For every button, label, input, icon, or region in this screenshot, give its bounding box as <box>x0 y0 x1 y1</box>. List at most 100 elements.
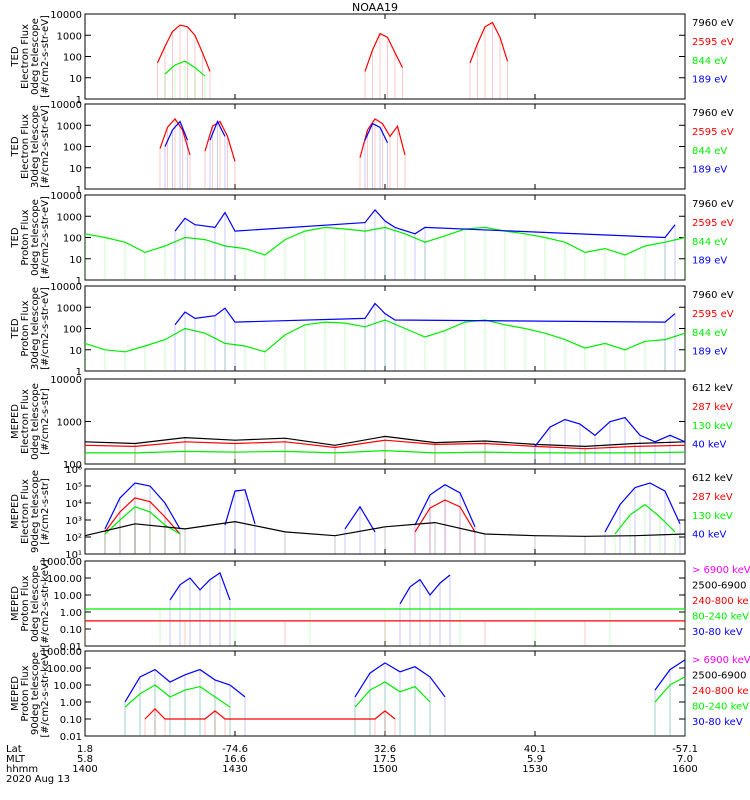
y-axis-label: Electron Flux <box>20 24 31 89</box>
legend-entry: 7960 eV <box>692 108 734 119</box>
y-tick-label: 100.00 <box>47 574 82 585</box>
x-tick-label: 5.9 <box>527 754 543 765</box>
y-tick-label: 10000 <box>50 375 82 386</box>
legend-entry: 844 eV <box>692 328 727 339</box>
legend-entry: 130 keV <box>692 511 733 522</box>
series-line <box>84 520 686 537</box>
y-axis-label: Proton Flux <box>20 665 31 721</box>
y-axis-label: [#/cm2-s-str-eV] <box>40 105 51 188</box>
legend-entry: 30-80 keV <box>692 627 743 638</box>
y-tick-label: 0.10 <box>60 625 82 636</box>
legend-entry: 130 keV <box>692 421 733 432</box>
series-line <box>364 32 404 72</box>
y-tick-label: 0.10 <box>60 715 82 726</box>
x-tick-label: 5.8 <box>77 754 93 765</box>
y-axis-label: 30deg telescope <box>30 105 41 188</box>
y-axis-label: 0deg telescope <box>30 565 41 642</box>
series-line <box>204 120 236 162</box>
y-tick-label: 100 <box>63 460 82 471</box>
legend-entry: 2500-6900 <box>692 670 747 681</box>
y-axis-label: TED <box>10 136 21 157</box>
x-tick-label: 1400 <box>72 764 97 775</box>
legend-entry: 2595 eV <box>692 37 734 48</box>
y-tick-label: 1000 <box>57 121 82 132</box>
x-tick-label: -57.1 <box>672 744 698 755</box>
series-line <box>124 684 231 708</box>
y-tick-label: 0.01 <box>60 642 82 653</box>
y-axis-label: Proton Flux <box>20 209 31 265</box>
series-line <box>84 226 686 256</box>
series-line <box>224 489 256 526</box>
legend-entry: 240-800 ke <box>692 686 749 697</box>
legend-entry: 40 keV <box>692 530 726 541</box>
series-line <box>144 707 396 720</box>
x-tick-label: 16.6 <box>224 754 246 765</box>
legend-entry: 40 keV <box>692 440 726 451</box>
y-tick-label: 10¹ <box>65 550 82 561</box>
series-line <box>209 120 226 141</box>
y-tick-label: 1000.00 <box>41 647 82 658</box>
y-axis-label: [#/cm2-s-str-eV] <box>40 15 51 98</box>
legend-entry: 844 eV <box>692 56 727 67</box>
series-line <box>164 120 189 147</box>
y-tick-label: 1.00 <box>60 698 82 709</box>
legend-entry: 2595 eV <box>692 309 734 320</box>
series-line <box>414 499 476 533</box>
series-line <box>469 21 509 64</box>
y-axis-label: TED <box>10 318 21 339</box>
legend-entry: 189 eV <box>692 256 727 267</box>
y-axis-label: 30deg telescope <box>30 287 41 370</box>
y-axis-label: Electron Flux <box>20 114 31 179</box>
y-axis-label: [#/cm2-s-str-keV] <box>40 649 51 737</box>
legend-entry: 2595 eV <box>692 218 734 229</box>
series-line <box>84 439 686 450</box>
x-tick-label: 1500 <box>372 764 397 775</box>
legend-entry: 2500-6900 <box>692 580 747 591</box>
y-axis-label: MEPED <box>10 404 21 439</box>
y-axis-label: Proton Flux <box>20 300 31 356</box>
y-axis-label: MEPED <box>10 494 21 529</box>
series-line <box>85 449 686 454</box>
y-tick-label: 100 <box>63 53 82 64</box>
y-axis-label: TED <box>10 227 21 248</box>
y-axis-label: Electron Flux <box>20 479 31 544</box>
series-line <box>654 676 686 703</box>
series-line <box>104 497 181 535</box>
legend-entry: 7960 eV <box>692 18 734 29</box>
x-tick-label: 7.0 <box>677 754 693 765</box>
x-tick-label: 17.5 <box>374 754 396 765</box>
series-line <box>354 681 431 708</box>
series-line <box>84 319 686 353</box>
y-axis-label: MEPED <box>10 676 21 711</box>
series-line <box>156 24 211 72</box>
series-line <box>614 503 676 535</box>
legend-entry: 189 eV <box>692 347 727 358</box>
y-axis-label: MEPED <box>10 586 21 621</box>
series-line <box>124 668 246 703</box>
date-label: 2020 Aug 13 <box>6 774 70 785</box>
y-axis-label: TED <box>10 46 21 67</box>
x-tick-label: 1600 <box>672 764 697 775</box>
y-axis-label: [#/cm2-s-str-eV] <box>40 196 51 279</box>
y-tick-label: 1 <box>76 185 82 196</box>
y-axis-label: Electron Flux <box>20 389 31 454</box>
y-tick-label: 10⁴ <box>65 499 82 510</box>
legend-entry: 287 keV <box>692 492 733 503</box>
legend-entry: 287 keV <box>692 402 733 413</box>
legend-entry: 80-240 keV <box>692 701 749 712</box>
y-tick-label: 1 <box>76 95 82 106</box>
y-tick-label: 1000.00 <box>41 557 82 568</box>
series-line <box>359 118 406 158</box>
y-axis-label: 0deg telescope <box>30 383 41 460</box>
legend-entry: 30-80 keV <box>692 717 743 728</box>
legend-entry: > 6900 keV <box>692 655 750 666</box>
y-tick-label: 1.00 <box>60 608 82 619</box>
series-line <box>654 659 686 691</box>
y-tick-label: 1 <box>76 276 82 287</box>
y-axis-label: [#/cm2-s-str] <box>40 388 51 455</box>
y-tick-label: 10.00 <box>53 681 82 692</box>
series-line <box>174 302 676 326</box>
legend-entry: 844 eV <box>692 237 727 248</box>
